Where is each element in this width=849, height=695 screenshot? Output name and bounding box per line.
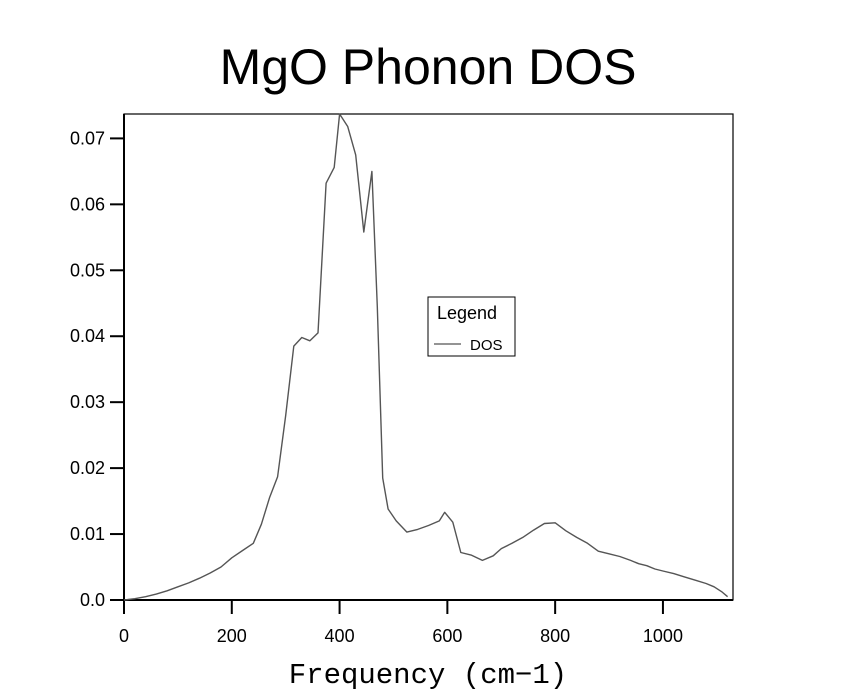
data-point: [722, 591, 723, 592]
data-point: [377, 306, 378, 307]
data-point: [598, 551, 599, 552]
data-point: [695, 580, 696, 581]
chart-title: MgO Phonon DOS: [220, 39, 637, 95]
y-tick-label: 0.02: [70, 458, 105, 478]
data-point: [145, 596, 146, 597]
data-point: [326, 183, 327, 184]
data-point: [439, 520, 440, 521]
plot-frame: [123, 113, 734, 601]
data-point: [210, 572, 211, 573]
x-tick-label: 1000: [643, 626, 683, 646]
x-tick-label: 400: [325, 626, 355, 646]
data-point: [177, 586, 178, 587]
x-tick-label: 200: [217, 626, 247, 646]
series-line-dos: [123, 113, 729, 601]
data-point: [654, 568, 655, 569]
data-point: [382, 477, 383, 478]
data-point: [673, 573, 674, 574]
data-point: [705, 583, 706, 584]
legend-box: [427, 296, 516, 357]
data-point: [482, 560, 483, 561]
data-point: [293, 346, 294, 347]
data-point: [199, 578, 200, 579]
legend: Legend DOS: [427, 296, 516, 357]
x-axis-label: Frequency (cm−1): [289, 659, 567, 692]
data-point: [301, 337, 302, 338]
data-point: [501, 548, 502, 549]
legend-entry-dos: DOS: [470, 337, 503, 354]
data-point: [277, 476, 278, 477]
data-point: [608, 553, 609, 554]
data-point: [363, 231, 364, 232]
data-point: [493, 555, 494, 556]
data-point: [452, 522, 453, 523]
data-point: [242, 550, 243, 551]
data-point: [646, 565, 647, 566]
data-point: [285, 415, 286, 416]
data-point: [123, 599, 124, 600]
x-tick-label: 800: [540, 626, 570, 646]
data-point: [684, 576, 685, 577]
data-point: [317, 332, 318, 333]
data-point: [587, 543, 588, 544]
data-point: [619, 556, 620, 557]
data-point: [156, 593, 157, 594]
data-point: [347, 126, 348, 127]
y-tick-label: 0.0: [80, 590, 105, 610]
y-tick-label: 0.05: [70, 260, 105, 280]
data-point: [544, 523, 545, 524]
data-point: [334, 167, 335, 168]
series-layer: [123, 113, 729, 601]
data-point: [428, 525, 429, 526]
data-point: [471, 555, 472, 556]
data-point: [339, 113, 340, 114]
data-point: [417, 529, 418, 530]
data-point: [134, 598, 135, 599]
y-tick-label: 0.07: [70, 128, 105, 148]
data-point: [253, 543, 254, 544]
data-point: [188, 582, 189, 583]
y-axis-ticks: 0.0 0.01 0.02 0.03 0.04 0.05 0.06 0.07: [70, 128, 124, 610]
data-point: [371, 171, 372, 172]
data-point: [714, 586, 715, 587]
data-point: [355, 154, 356, 155]
data-point: [167, 590, 168, 591]
data-point: [576, 537, 577, 538]
data-point: [460, 552, 461, 553]
data-point: [309, 340, 310, 341]
y-tick-label: 0.01: [70, 524, 105, 544]
data-point: [406, 531, 407, 532]
data-point: [511, 543, 512, 544]
data-point: [638, 563, 639, 564]
x-tick-label: 0: [119, 626, 129, 646]
data-point: [261, 524, 262, 525]
x-tick-label: 600: [432, 626, 462, 646]
data-point: [727, 596, 728, 597]
data-point: [630, 560, 631, 561]
y-tick-label: 0.06: [70, 194, 105, 214]
legend-title: Legend: [437, 303, 497, 323]
data-point: [555, 522, 556, 523]
data-point: [565, 530, 566, 531]
y-tick-label: 0.03: [70, 392, 105, 412]
data-point: [387, 508, 388, 509]
data-point: [231, 557, 232, 558]
data-point: [662, 570, 663, 571]
y-tick-label: 0.04: [70, 326, 105, 346]
data-point: [396, 520, 397, 521]
data-point: [522, 537, 523, 538]
data-point: [533, 530, 534, 531]
x-axis-ticks: 0 200 400 600 800 1000: [119, 600, 683, 646]
data-point: [220, 566, 221, 567]
data-point: [444, 512, 445, 513]
data-point: [269, 497, 270, 498]
